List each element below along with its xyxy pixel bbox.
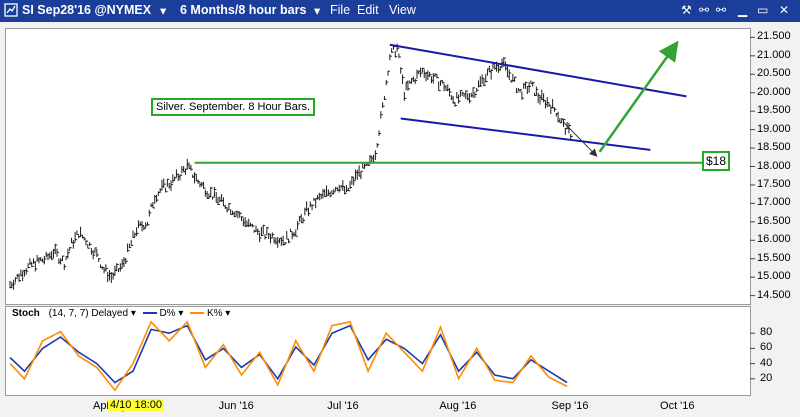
- menu-view[interactable]: View: [389, 3, 416, 17]
- tools-icon[interactable]: ⚒: [681, 3, 692, 17]
- menu-edit[interactable]: Edit: [357, 3, 379, 17]
- stoch-params-dropdown-icon[interactable]: ▾: [130, 308, 136, 319]
- price-tick-label: 15.000: [757, 270, 791, 283]
- time-tick-label: Jun '16: [218, 400, 254, 412]
- price-tick-label: 14.500: [757, 288, 791, 301]
- d-swatch: [142, 312, 157, 315]
- stoch-line-D: [9, 324, 568, 384]
- price-tick-label: 19.500: [757, 104, 791, 117]
- stoch-line-K: [9, 320, 568, 392]
- trendline-upper-channel: [389, 43, 687, 98]
- price-tick-label: 18.000: [757, 159, 791, 172]
- legend-k: K%: [206, 308, 223, 319]
- time-tick-label: Aug '16: [439, 400, 477, 412]
- stoch-tick-label: 40: [760, 356, 773, 369]
- legend-k-dropdown-icon[interactable]: ▾: [225, 308, 231, 319]
- price-tick-label: 20.500: [757, 67, 791, 80]
- price-tick-label: 17.000: [757, 196, 791, 209]
- arrow-projection-down: [563, 121, 598, 157]
- chart-annotation[interactable]: Silver. September. 8 Hour Bars.: [151, 98, 316, 116]
- link-icon[interactable]: ⚯: [699, 3, 710, 17]
- legend-d-dropdown-icon[interactable]: ▾: [178, 308, 184, 319]
- stoch-legend[interactable]: Stoch (14, 7, 7) Delayed ▾ D% ▾ K% ▾: [12, 308, 230, 319]
- k-swatch: [190, 312, 205, 315]
- minimize-icon[interactable]: ▁: [738, 3, 748, 17]
- support-label[interactable]: $18: [702, 151, 731, 171]
- time-tick-label: Jul '16: [327, 400, 359, 412]
- time-tick-label: Oct '16: [660, 400, 695, 412]
- price-tick-label: 19.000: [757, 122, 791, 135]
- chart-icon[interactable]: [4, 3, 18, 18]
- stoch-params: (14, 7, 7) Delayed: [48, 308, 129, 319]
- price-tick-label: 21.000: [757, 48, 791, 61]
- stoch-tick-label: 20: [760, 371, 773, 384]
- chain-icon[interactable]: ⚯: [716, 3, 727, 17]
- symbol-dropdown-icon[interactable]: ▾: [160, 4, 167, 18]
- maximize-icon[interactable]: ▭: [757, 3, 769, 17]
- price-tick-label: 17.500: [757, 177, 791, 190]
- crosshair-date-label: 4/10 18:00: [108, 399, 164, 411]
- time-tick-label: Sep '16: [551, 400, 589, 412]
- arrow-projection-up: [598, 40, 679, 153]
- period-dropdown-icon[interactable]: ▾: [314, 4, 321, 18]
- price-tick-label: 16.000: [757, 233, 791, 246]
- period-title[interactable]: 6 Months/8 hour bars: [180, 3, 307, 17]
- stoch-tick-label: 80: [760, 326, 773, 339]
- price-tick-label: 21.500: [757, 30, 791, 43]
- menu-file[interactable]: File: [330, 3, 351, 17]
- legend-d: D%: [159, 308, 176, 319]
- symbol-title[interactable]: SI Sep28'16 @NYMEX: [22, 3, 152, 17]
- price-bars: [9, 43, 573, 290]
- price-tick-label: 15.500: [757, 251, 791, 264]
- trendline-lower-channel: [400, 117, 651, 151]
- close-icon[interactable]: ✕: [779, 3, 790, 17]
- time-tick-label: Apr: [93, 400, 111, 412]
- title-bar: SI Sep28'16 @NYMEX ▾ 6 Months/8 hour bar…: [0, 0, 800, 22]
- price-tick-label: 18.500: [757, 141, 791, 154]
- stoch-tick-label: 60: [760, 341, 773, 354]
- price-tick-label: 16.500: [757, 214, 791, 227]
- stoch-title: Stoch: [12, 308, 40, 319]
- price-panel[interactable]: [5, 28, 751, 305]
- price-tick-label: 20.000: [757, 85, 791, 98]
